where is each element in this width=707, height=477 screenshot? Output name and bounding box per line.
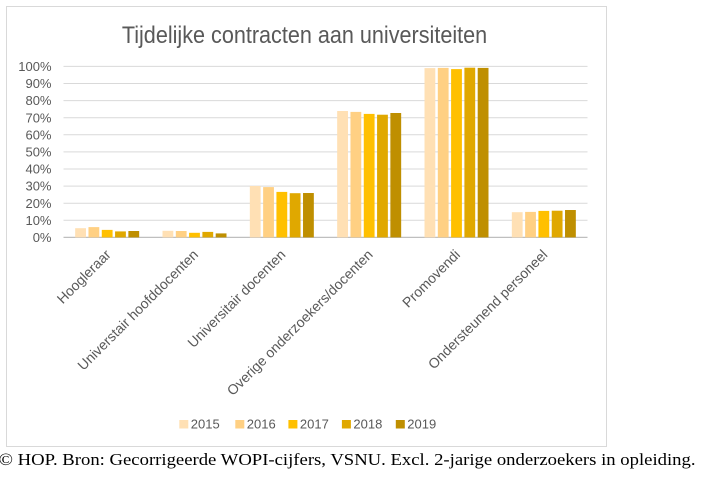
svg-text:10%: 10% — [25, 213, 51, 228]
svg-text:© HOP. Bron: Gecorrigeerde WOP: © HOP. Bron: Gecorrigeerde WOPI-cijfers,… — [0, 450, 696, 469]
svg-text:70%: 70% — [25, 110, 51, 125]
svg-text:2016: 2016 — [247, 417, 276, 432]
svg-text:50%: 50% — [25, 145, 51, 160]
svg-text:Tijdelijke contracten aan univ: Tijdelijke contracten aan universiteiten — [122, 21, 487, 48]
svg-text:20%: 20% — [25, 196, 51, 211]
svg-text:90%: 90% — [25, 76, 51, 91]
svg-text:2019: 2019 — [407, 417, 436, 432]
svg-text:30%: 30% — [25, 179, 51, 194]
svg-text:40%: 40% — [25, 162, 51, 177]
svg-text:80%: 80% — [25, 93, 51, 108]
svg-text:2015: 2015 — [191, 417, 220, 432]
svg-text:100%: 100% — [18, 59, 52, 74]
svg-text:60%: 60% — [25, 127, 51, 142]
svg-text:0%: 0% — [33, 230, 52, 245]
svg-text:2017: 2017 — [300, 417, 329, 432]
svg-text:2018: 2018 — [353, 417, 382, 432]
